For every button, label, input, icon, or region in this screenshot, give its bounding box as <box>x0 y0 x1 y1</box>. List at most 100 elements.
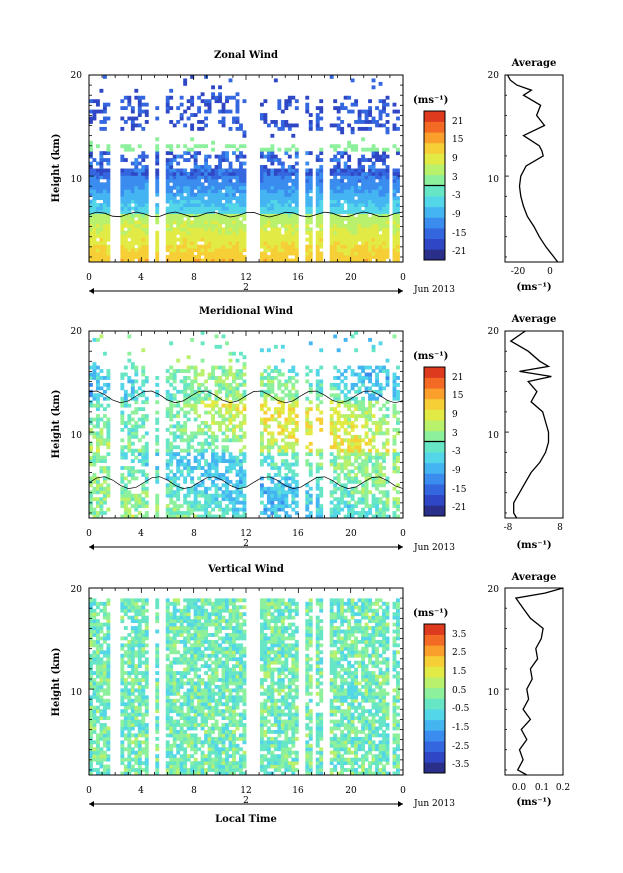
heatmap-cell <box>106 619 110 623</box>
heatmap-cell <box>319 175 323 179</box>
heatmap-cell <box>236 227 240 231</box>
heatmap-cell <box>382 414 386 418</box>
heatmap-cell <box>263 508 267 512</box>
heatmap-cell <box>92 186 96 190</box>
heatmap-cell <box>386 217 390 221</box>
zonal-wind-x-tick: 4 <box>138 273 144 283</box>
heatmap-cell <box>208 220 212 224</box>
heatmap-cell <box>333 200 337 204</box>
heatmap-cell <box>333 366 337 370</box>
heatmap-cell <box>274 504 278 508</box>
heatmap-cell <box>138 144 142 148</box>
heatmap-cell <box>243 203 247 207</box>
heatmap-cell <box>305 203 309 207</box>
heatmap-cell <box>351 179 355 183</box>
heatmap-cell <box>124 400 128 404</box>
heatmap-cell <box>166 508 170 512</box>
heatmap-cell <box>89 383 93 387</box>
heatmap-cell <box>267 449 271 453</box>
heatmap-cell <box>197 425 201 429</box>
heatmap-cell <box>379 179 383 183</box>
heatmap-cell <box>166 438 170 442</box>
heatmap-cell <box>368 227 372 231</box>
heatmap-cell <box>92 640 96 644</box>
heatmap-cell <box>263 428 267 432</box>
heatmap-cell <box>232 456 236 460</box>
heatmap-cell <box>379 200 383 204</box>
heatmap-cell <box>222 483 226 487</box>
heatmap-cell <box>288 463 292 467</box>
heatmap-cell <box>166 376 170 380</box>
heatmap-cell <box>92 751 96 755</box>
heatmap-cell <box>106 172 110 176</box>
heatmap-cell <box>333 445 337 449</box>
heatmap-cell <box>131 127 135 131</box>
heatmap-cell <box>89 733 93 737</box>
heatmap-cell <box>347 425 351 429</box>
heatmap-cell <box>92 207 96 211</box>
heatmap-cell <box>127 220 131 224</box>
heatmap-cell <box>211 227 215 231</box>
heatmap-cell <box>204 449 208 453</box>
heatmap-cell <box>375 459 379 463</box>
heatmap-cell <box>166 231 170 235</box>
heatmap-cell <box>92 255 96 259</box>
heatmap-cell <box>201 508 205 512</box>
heatmap-cell <box>347 155 351 159</box>
heatmap-cell <box>365 452 369 456</box>
heatmap-cell <box>187 224 191 228</box>
heatmap-cell <box>89 418 93 422</box>
heatmap-cell <box>138 407 142 411</box>
heatmap-cell <box>204 487 208 491</box>
heatmap-cell <box>208 238 212 242</box>
heatmap-cell <box>99 602 103 606</box>
heatmap-cell <box>166 220 170 224</box>
zonal-wind-colorbar <box>424 111 445 260</box>
heatmap-cell <box>120 723 124 727</box>
heatmap-cell <box>365 110 369 114</box>
heatmap-cell <box>197 245 201 249</box>
heatmap-cell <box>270 501 274 505</box>
heatmap-cell <box>92 623 96 627</box>
heatmap-cell <box>288 397 292 401</box>
heatmap-cell <box>354 407 358 411</box>
heatmap-cell <box>340 463 344 467</box>
heatmap-cell <box>134 252 138 256</box>
heatmap-cell <box>330 245 334 249</box>
heatmap-cell <box>236 411 240 415</box>
heatmap-cell <box>215 400 219 404</box>
heatmap-cell <box>316 220 320 224</box>
heatmap-cell <box>361 214 365 218</box>
meridional-wind-heatmap <box>89 331 403 518</box>
heatmap-cell <box>204 193 208 197</box>
meridional-wind-colorbar <box>424 367 445 516</box>
heatmap-cell <box>222 449 226 453</box>
heatmap-cell <box>260 210 264 214</box>
heatmap-cell <box>267 179 271 183</box>
heatmap-cell <box>337 252 341 256</box>
heatmap-cell <box>288 252 292 256</box>
heatmap-cell <box>281 345 285 349</box>
heatmap-cell <box>106 671 110 675</box>
heatmap-cell <box>141 224 145 228</box>
heatmap-cell <box>89 476 93 480</box>
heatmap-cell <box>270 144 274 148</box>
heatmap-cell <box>236 511 240 515</box>
heatmap-cell <box>173 238 177 242</box>
heatmap-cell <box>270 238 274 242</box>
heatmap-cell <box>393 217 397 221</box>
heatmap-cell <box>358 179 362 183</box>
heatmap-cell <box>218 110 222 114</box>
heatmap-cell <box>236 172 240 176</box>
heatmap-cell <box>305 497 309 501</box>
heatmap-cell <box>131 162 135 166</box>
heatmap-cell <box>351 369 355 373</box>
heatmap-cell <box>270 442 274 446</box>
heatmap-cell <box>284 445 288 449</box>
heatmap-cell <box>236 120 240 124</box>
heatmap-cell <box>106 438 110 442</box>
heatmap-cell <box>229 179 233 183</box>
heatmap-cell <box>89 456 93 460</box>
heatmap-cell <box>106 643 110 647</box>
heatmap-cell <box>365 117 369 121</box>
